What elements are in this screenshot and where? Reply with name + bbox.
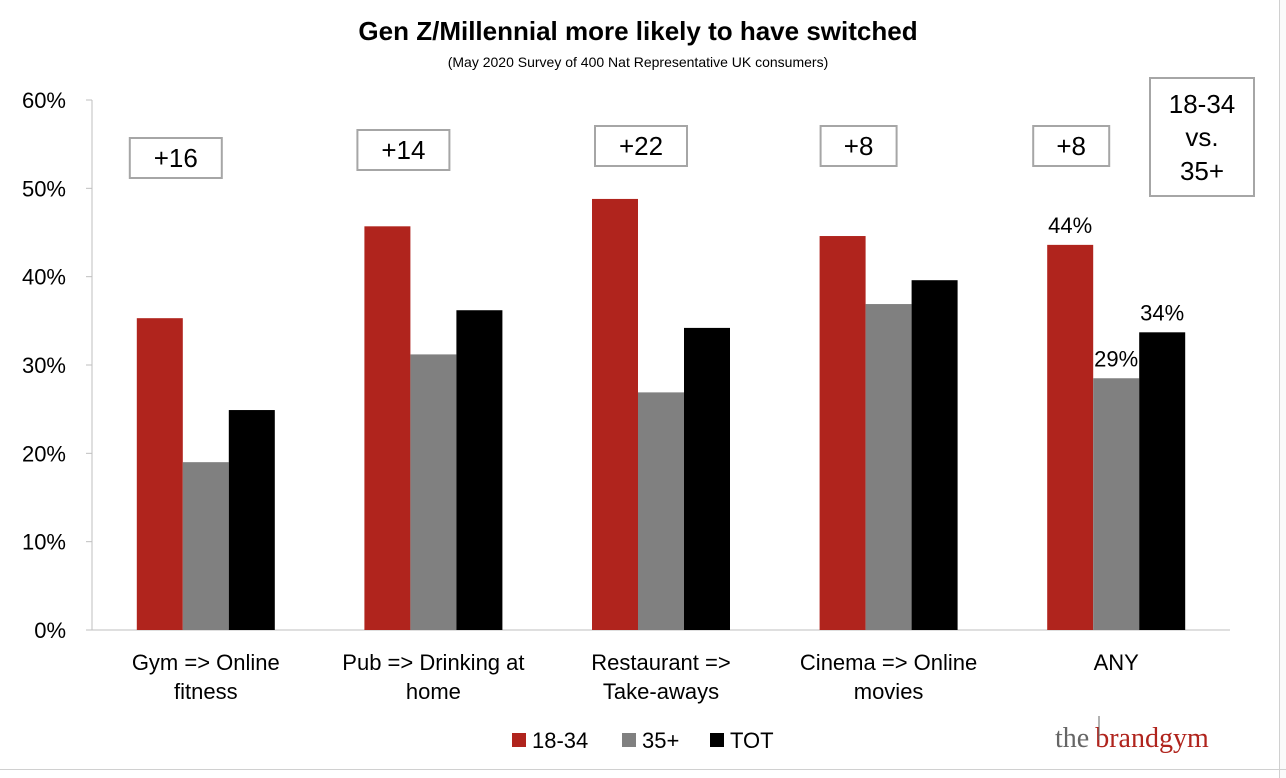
bar-tot: [684, 327, 730, 630]
category-label: Cinema => Online: [800, 650, 977, 675]
legend: 18-34 35+ TOT: [512, 728, 774, 753]
y-tick-label: 50%: [22, 176, 66, 201]
bars: [136, 198, 1186, 631]
bar-tot: [228, 410, 275, 630]
legend-label: 35+: [642, 728, 679, 753]
difference-box: [1032, 125, 1111, 167]
difference-value: +8: [1056, 131, 1086, 161]
comparison-line-2: vs.: [1185, 122, 1218, 152]
category-label: ANY: [1094, 650, 1140, 675]
legend-label: 18-34: [532, 728, 588, 753]
y-tick-label: 30%: [22, 353, 66, 378]
comparison-line-1: 18-34: [1169, 89, 1236, 119]
bar-35: [182, 462, 229, 630]
category-label: Gym => Online: [132, 650, 280, 675]
bar-tot: [1139, 332, 1186, 630]
y-tick-label: 40%: [22, 265, 66, 290]
difference-boxes: +16 +14 +22 +8 +8: [128, 125, 1111, 179]
x-axis-labels: Gym => Online fitness Pub => Drinking at ho…: [132, 650, 1139, 704]
chart-title: Gen Z/Millennial more likely to have swi…: [358, 16, 917, 46]
bar-1834: [364, 226, 411, 631]
chart-subtitle: (May 2020 Survey of 400 Nat Representati…: [448, 54, 829, 70]
category-label: Restaurant =>: [591, 650, 730, 675]
frame-right-edge: [1279, 0, 1286, 778]
legend-swatch: [512, 733, 526, 747]
y-tick-label: 0%: [34, 618, 66, 643]
bar-tot: [911, 280, 958, 630]
y-tick-label: 10%: [22, 530, 66, 555]
data-label: 44%: [1048, 213, 1092, 238]
brand-logo: the brandgym: [1055, 716, 1209, 754]
bar-35: [638, 392, 684, 630]
category-label: Take-aways: [603, 679, 719, 704]
bar-tot: [456, 310, 503, 630]
difference-value: +8: [844, 131, 874, 161]
bar-35: [410, 354, 457, 630]
bar-35: [865, 304, 912, 630]
data-labels: 44% 29%34%: [1048, 213, 1184, 371]
difference-value: +14: [381, 135, 425, 165]
category-label: home: [406, 679, 461, 704]
data-label: 34%: [1140, 300, 1184, 325]
brand-prefix: the: [1055, 723, 1089, 754]
legend-swatch: [622, 733, 636, 747]
bar-1834: [592, 198, 638, 630]
difference-box: [594, 125, 688, 167]
bar-1834: [819, 236, 866, 631]
category-label: movies: [854, 679, 924, 704]
comparison-box: 18-34 vs. 35+: [1149, 77, 1255, 197]
legend-swatch: [710, 733, 724, 747]
y-axis: 0% 10% 20% 30% 40% 50% 60%: [22, 88, 1230, 643]
bar-1834: [136, 318, 183, 630]
category-label: Pub => Drinking at: [342, 650, 524, 675]
category-label: fitness: [174, 679, 238, 704]
brand-name: brandgym: [1095, 723, 1209, 754]
difference-value: +16: [154, 143, 198, 173]
frame-bottom-edge: [0, 769, 1286, 778]
y-tick-label: 60%: [22, 88, 66, 113]
bar-1834: [1047, 244, 1094, 630]
data-label: 29%: [1094, 346, 1138, 371]
difference-value: +22: [619, 131, 663, 161]
difference-box: [128, 137, 223, 179]
difference-box: [356, 129, 451, 171]
bar-35: [1093, 378, 1140, 630]
comparison-line-3: 35+: [1180, 156, 1224, 186]
legend-label: TOT: [730, 728, 774, 753]
y-tick-label: 20%: [22, 441, 66, 466]
difference-box: [819, 125, 898, 167]
